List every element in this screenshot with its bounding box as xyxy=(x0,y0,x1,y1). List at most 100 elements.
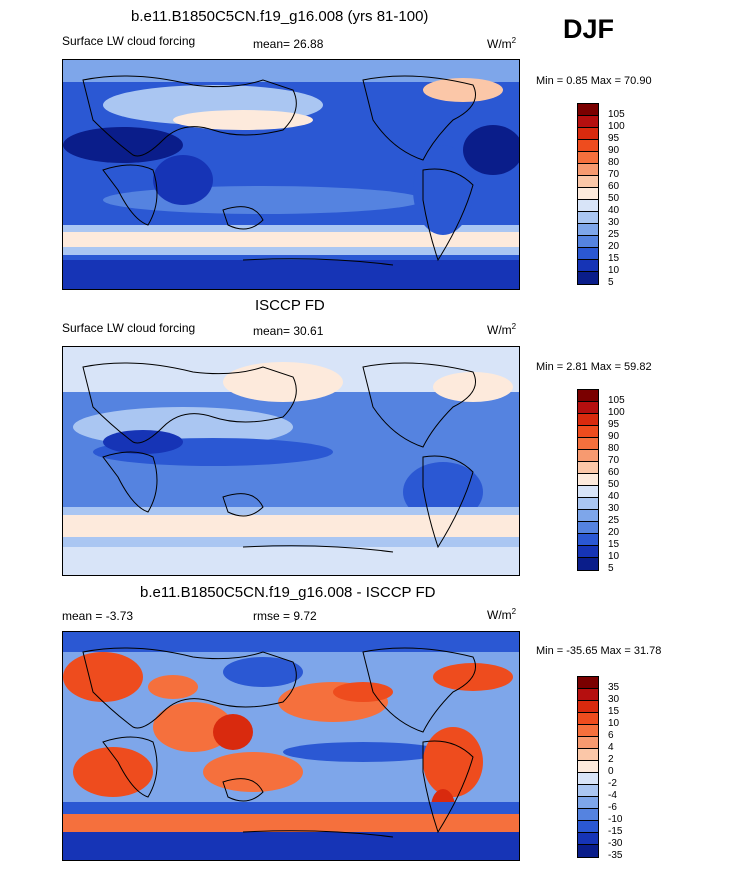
panel1-colorbar-box xyxy=(578,272,598,284)
panel2-colorbar-box xyxy=(578,534,598,546)
panel1-cbar-tick: 50 xyxy=(608,193,620,204)
panel2-map-field xyxy=(63,347,519,575)
panel1-colorbar-box xyxy=(578,212,598,224)
panel1-cbar-tick: 70 xyxy=(608,169,620,180)
panel2-cbar-tick: 40 xyxy=(608,491,620,502)
panel2-colorbar xyxy=(577,389,599,571)
panel2-colorbar-box xyxy=(578,522,598,534)
panel3-cbar-tick: -35 xyxy=(608,850,623,861)
panel2-cbar-tick: 25 xyxy=(608,515,620,526)
panel1-colorbar-box xyxy=(578,248,598,260)
panel1-cbar-tick: 80 xyxy=(608,157,620,168)
panel1-units: W/m2 xyxy=(487,36,517,51)
panel3-colorbar-box xyxy=(578,749,598,761)
panel1-map-field xyxy=(63,60,519,289)
panel1-cbar-tick: 15 xyxy=(608,253,620,264)
panel3-cbar-tick: 2 xyxy=(608,754,614,765)
panel3-colorbar-box xyxy=(578,761,598,773)
panel2-colorbar-box xyxy=(578,558,598,570)
panel1-colorbar-box xyxy=(578,188,598,200)
panel3-mean: mean = -3.73 xyxy=(62,609,134,623)
panel1-cbar-tick: 60 xyxy=(608,181,620,192)
panel1-cbar-tick: 30 xyxy=(608,217,620,228)
panel2-cbar-tick: 100 xyxy=(608,407,625,418)
panel3-cbar-tick: 4 xyxy=(608,742,614,753)
panel3-cbar-tick: -30 xyxy=(608,838,623,849)
panel1-cbar-tick: 5 xyxy=(608,277,614,288)
panel3-colorbar xyxy=(577,676,599,858)
panel2-colorbar-box xyxy=(578,414,598,426)
panel2-cbar-tick: 10 xyxy=(608,551,620,562)
panel3-colorbar-box xyxy=(578,689,598,701)
panel2-cbar-tick: 30 xyxy=(608,503,620,514)
panel1-cbar-tick: 40 xyxy=(608,205,620,216)
panel2-units: W/m2 xyxy=(487,322,517,337)
panel1-colorbar-box xyxy=(578,104,598,116)
panel3-cbar-tick: -10 xyxy=(608,814,623,825)
panel1-minmax: Min = 0.85 Max = 70.90 xyxy=(536,75,652,87)
panel2-cbar-tick: 80 xyxy=(608,443,620,454)
panel1-colorbar-box xyxy=(578,164,598,176)
panel1-cbar-tick: 25 xyxy=(608,229,620,240)
panel2-colorbar-box xyxy=(578,438,598,450)
panel1-colorbar-box xyxy=(578,176,598,188)
panel2-colorbar-box xyxy=(578,474,598,486)
panel3-cbar-tick: 10 xyxy=(608,718,620,729)
season-label: DJF xyxy=(563,14,615,44)
panel2-colorbar-box xyxy=(578,486,598,498)
panel2-colorbar-box xyxy=(578,450,598,462)
panel2-left-label: Surface LW cloud forcing xyxy=(62,321,196,335)
panel3-colorbar-box xyxy=(578,785,598,797)
panel2-cbar-tick: 15 xyxy=(608,539,620,550)
panel1-colorbar-box xyxy=(578,128,598,140)
panel2-colorbar-box xyxy=(578,546,598,558)
panel3-cbar-tick: 0 xyxy=(608,766,614,777)
panel3-cbar-tick: 35 xyxy=(608,682,620,693)
panel1-left-label: Surface LW cloud forcing xyxy=(62,34,196,48)
panel3-colorbar-box xyxy=(578,821,598,833)
panel2-colorbar-box xyxy=(578,390,598,402)
panel1-colorbar xyxy=(577,103,599,285)
panel1-cbar-tick: 100 xyxy=(608,121,625,132)
panel1-cbar-tick: 90 xyxy=(608,145,620,156)
panel3-title: b.e11.B1850C5CN.f19_g16.008 - ISCCP FD xyxy=(140,584,436,601)
panel2-map xyxy=(62,346,520,576)
panel2-cbar-tick: 5 xyxy=(608,563,614,574)
panel3-units: W/m2 xyxy=(487,607,517,622)
panel3-cbar-tick: -15 xyxy=(608,826,623,837)
panel3-colorbar-box xyxy=(578,677,598,689)
panel1-colorbar-box xyxy=(578,236,598,248)
panel1-colorbar-box xyxy=(578,116,598,128)
panel2-mean: mean= 30.61 xyxy=(253,324,324,338)
panel3-colorbar-box xyxy=(578,701,598,713)
panel1-colorbar-box xyxy=(578,224,598,236)
panel3-colorbar-box xyxy=(578,773,598,785)
panel2-cbar-tick: 70 xyxy=(608,455,620,466)
panel1-colorbar-box xyxy=(578,152,598,164)
panel1-title: b.e11.B1850C5CN.f19_g16.008 (yrs 81-100) xyxy=(131,8,429,25)
panel3-colorbar-box xyxy=(578,833,598,845)
panel3-colorbar-box xyxy=(578,725,598,737)
panel3-cbar-tick: 15 xyxy=(608,706,620,717)
panel3-cbar-tick: 30 xyxy=(608,694,620,705)
panel2-cbar-tick: 95 xyxy=(608,419,620,430)
panel3-cbar-tick: -6 xyxy=(608,802,617,813)
panel2-colorbar-box xyxy=(578,426,598,438)
panel3-colorbar-box xyxy=(578,845,598,857)
panel1-cbar-tick: 20 xyxy=(608,241,620,252)
panel2-colorbar-box xyxy=(578,402,598,414)
panel2-cbar-tick: 90 xyxy=(608,431,620,442)
panel3-cbar-tick: -2 xyxy=(608,778,617,789)
panel2-cbar-tick: 20 xyxy=(608,527,620,538)
panel2-colorbar-box xyxy=(578,462,598,474)
panel1-colorbar-box xyxy=(578,260,598,272)
panel1-colorbar-box xyxy=(578,200,598,212)
panel1-cbar-tick: 95 xyxy=(608,133,620,144)
panel2-cbar-tick: 60 xyxy=(608,467,620,478)
panel3-minmax: Min = -35.65 Max = 31.78 xyxy=(536,645,662,657)
panel2-colorbar-box xyxy=(578,498,598,510)
panel1-mean: mean= 26.88 xyxy=(253,37,324,51)
panel3-colorbar-box xyxy=(578,797,598,809)
panel1-cbar-tick: 105 xyxy=(608,109,625,120)
panel2-title: ISCCP FD xyxy=(255,297,325,314)
